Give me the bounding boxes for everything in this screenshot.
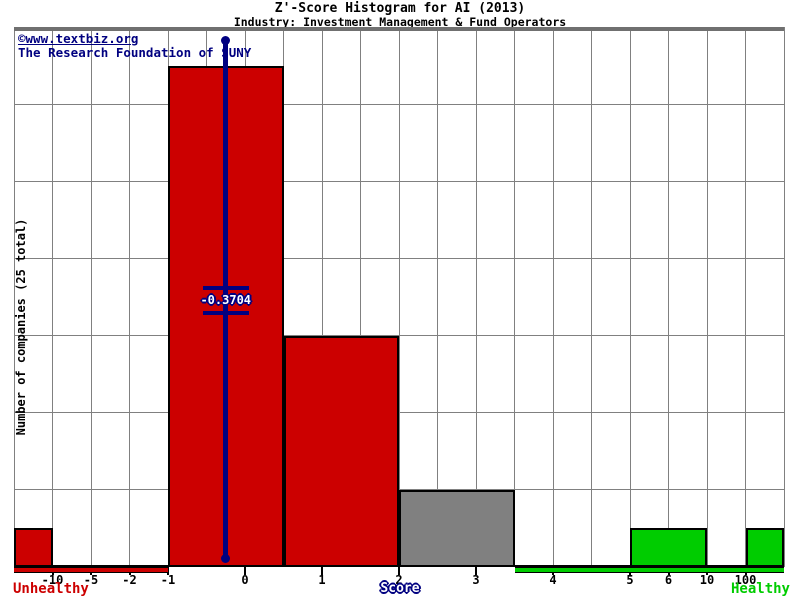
x-tick-label: 2 xyxy=(395,573,403,587)
x-tick-label: 10 xyxy=(699,573,715,587)
chart-title: Z'-Score Histogram for AI (2013) xyxy=(274,1,526,16)
axis-zone-strip xyxy=(14,567,168,573)
x-tick-mark xyxy=(167,567,169,575)
gridline-horizontal xyxy=(14,412,784,414)
gridline-vertical xyxy=(514,27,515,567)
x-tick-label: 100 xyxy=(734,573,757,587)
marker-value-label: -0.3704 xyxy=(200,293,252,307)
marker-line xyxy=(223,40,229,558)
x-tick-label: -10 xyxy=(41,573,64,587)
gridline-vertical xyxy=(437,27,438,567)
x-tick-mark xyxy=(475,567,477,575)
gridline-vertical xyxy=(283,27,284,567)
x-tick-label: 6 xyxy=(664,573,673,587)
gridline-horizontal xyxy=(14,335,784,337)
histogram-bar xyxy=(14,528,53,567)
marker-dot-top xyxy=(221,36,231,45)
x-tick-label: 3 xyxy=(472,573,480,587)
gridline-horizontal xyxy=(14,257,784,259)
gridline-vertical xyxy=(475,27,477,567)
x-tick-label: -1 xyxy=(160,573,176,587)
marker-dot-bottom xyxy=(221,554,231,563)
watermark: ©www.textbiz.org The Research Foundation… xyxy=(18,32,251,60)
y-axis-title: Number of companies (25 total) xyxy=(14,218,28,436)
gridline-vertical xyxy=(90,27,92,567)
gridline-vertical xyxy=(13,27,15,567)
x-tick-mark xyxy=(244,567,246,575)
histogram-bar xyxy=(283,335,399,567)
x-tick-label: 4 xyxy=(549,573,557,587)
gridline-vertical xyxy=(783,27,785,567)
unhealthy-zone-label: Unhealthy xyxy=(13,581,89,597)
histogram-bar xyxy=(745,528,784,567)
gridline-vertical xyxy=(52,27,53,567)
x-tick-label: -5 xyxy=(83,573,99,587)
gridline-vertical xyxy=(360,27,361,567)
x-axis-title: Score xyxy=(380,581,420,596)
x-tick-label: -2 xyxy=(122,573,137,587)
gridline-vertical xyxy=(552,27,554,567)
gridline-horizontal xyxy=(14,103,784,105)
marker-cap-upper xyxy=(202,286,249,290)
plot-area: ©www.textbiz.org The Research Foundation… xyxy=(13,20,800,587)
gridline-horizontal xyxy=(14,180,784,182)
x-tick-label: 0 xyxy=(241,573,249,587)
x-tick-mark xyxy=(321,567,323,575)
chart-subtitle: Industry: Investment Management & Fund O… xyxy=(233,15,567,29)
x-tick-label: 1 xyxy=(318,573,326,587)
gridline-vertical xyxy=(321,27,323,567)
x-tick-label: 5 xyxy=(626,573,634,587)
x-axis-caption-row: Unhealthy Score Healthy xyxy=(0,581,800,599)
gridline-vertical xyxy=(668,27,669,567)
gridline-vertical xyxy=(706,27,708,567)
textbiz-link[interactable]: ©www.textbiz.org xyxy=(18,31,139,46)
histogram-bar xyxy=(630,528,707,567)
foundation-label: The Research Foundation of SUNY xyxy=(18,45,252,60)
gridline-vertical xyxy=(129,27,130,567)
histogram-bar xyxy=(399,489,515,567)
gridline-vertical xyxy=(745,27,746,567)
gridline-vertical xyxy=(629,27,631,567)
gridline-vertical xyxy=(398,27,400,567)
healthy-zone-label: Healthy xyxy=(730,581,790,597)
x-tick-mark xyxy=(398,567,400,575)
gridline-vertical xyxy=(591,27,592,567)
axis-zone-strip xyxy=(514,567,784,573)
x-axis-line xyxy=(14,565,784,567)
marker-cap-lower xyxy=(202,311,249,315)
